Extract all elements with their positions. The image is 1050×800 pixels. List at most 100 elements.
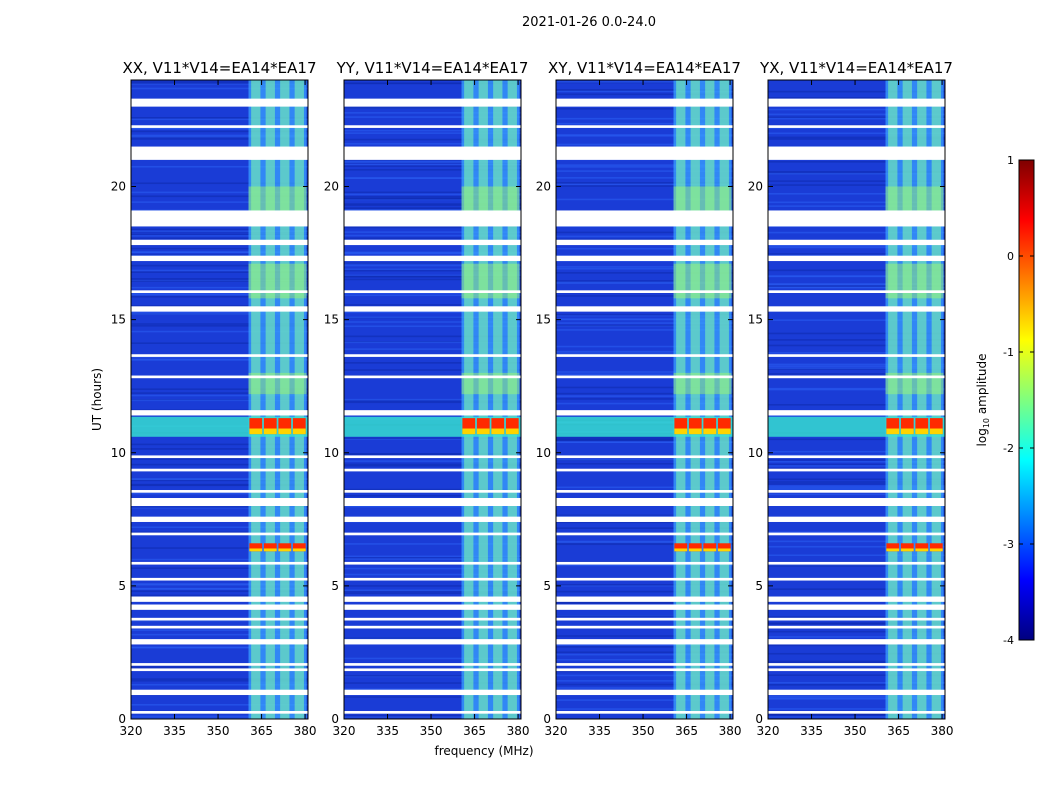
noise-row <box>768 132 945 135</box>
x-tick-label: 380 <box>719 724 742 738</box>
panel-title: XX, V11*V14=EA14*EA17 <box>122 59 316 77</box>
noise-row <box>344 107 521 109</box>
noise-row <box>768 285 945 287</box>
flagged-row <box>556 455 733 459</box>
flagged-row <box>131 306 308 312</box>
noise-row <box>768 488 945 490</box>
noise-row <box>556 386 733 389</box>
noise-row <box>344 106 521 108</box>
noise-row <box>131 666 308 668</box>
noise-row <box>768 662 945 664</box>
noise-row <box>768 90 945 93</box>
flagged-row <box>131 639 308 645</box>
flare-patch <box>688 543 702 552</box>
noise-row <box>768 540 945 543</box>
flagged-row <box>131 689 308 696</box>
noise-row <box>131 292 308 295</box>
colorbar-tick-label: -3 <box>1003 538 1014 551</box>
noise-row <box>768 684 945 686</box>
flare-core <box>886 548 900 552</box>
colorbar-tick-label: 0 <box>1007 250 1014 263</box>
y-tick-label: 20 <box>324 180 339 194</box>
noise-row <box>556 238 733 241</box>
flagged-row <box>556 146 733 160</box>
flagged-row <box>344 689 521 696</box>
flare-core <box>688 548 702 552</box>
flare-core <box>263 548 277 552</box>
flagged-row <box>344 239 521 246</box>
noise-row <box>344 682 521 684</box>
noise-row <box>556 395 733 397</box>
noise-row <box>556 564 733 567</box>
noise-row <box>344 82 521 85</box>
noise-row <box>768 630 945 633</box>
panel-title: YX, V11*V14=EA14*EA17 <box>759 59 953 77</box>
band-stripe <box>280 80 290 719</box>
noise-row <box>768 465 945 467</box>
panel-frame <box>343 79 522 720</box>
x-tick-label: 365 <box>463 724 486 738</box>
x-tick-label: 335 <box>376 724 399 738</box>
noise-row <box>344 274 521 277</box>
x-tick-label: 320 <box>120 724 143 738</box>
colorbar-tick-label: -2 <box>1003 442 1014 455</box>
noise-row <box>556 198 733 201</box>
noise-row <box>131 286 308 289</box>
noise-row <box>344 262 521 264</box>
flagged-row <box>556 516 733 522</box>
flagged-row <box>131 490 308 493</box>
noise-row <box>344 637 521 639</box>
noise-row <box>344 207 521 209</box>
flagged-row <box>344 455 521 459</box>
flagged-row <box>556 354 733 357</box>
noise-row <box>768 286 945 289</box>
flagged-row <box>556 125 733 128</box>
noise-row <box>768 161 945 163</box>
noise-row <box>344 464 521 467</box>
noise-row <box>131 209 308 212</box>
band-stripe <box>493 80 503 719</box>
noise-row <box>556 438 733 441</box>
noise-row <box>344 278 521 281</box>
y-tick-label: 10 <box>748 446 763 460</box>
noise-row <box>344 160 521 162</box>
flare-core <box>292 548 306 552</box>
noise-row <box>556 314 733 317</box>
noise-row <box>131 679 308 682</box>
noise-row <box>556 590 733 593</box>
flare-core <box>703 428 717 435</box>
band-patch <box>673 263 732 299</box>
noise-row <box>768 681 945 684</box>
band-stripe <box>676 80 686 719</box>
noise-row <box>131 356 308 358</box>
noise-row <box>344 675 521 677</box>
flagged-row <box>344 375 521 379</box>
flagged-row <box>344 490 521 493</box>
band-stripe <box>507 80 517 719</box>
noise-row <box>131 478 308 481</box>
noise-row <box>131 264 308 267</box>
noise-row <box>131 506 308 509</box>
flagged-row <box>344 354 521 357</box>
noise-row <box>131 87 308 90</box>
noise-row <box>556 392 733 395</box>
band-stripe <box>705 80 715 719</box>
band-patch <box>461 263 520 299</box>
x-tick-label: 380 <box>294 724 317 738</box>
noise-row <box>556 122 733 125</box>
flagged-row <box>131 125 308 128</box>
noise-row <box>344 112 521 114</box>
noise-row <box>768 414 945 417</box>
noise-row <box>768 180 945 182</box>
noise-row <box>344 193 521 196</box>
noise-row <box>344 573 521 576</box>
noise-row <box>556 322 733 324</box>
colorbar-label-main: log <box>975 428 989 446</box>
noise-row <box>131 325 308 327</box>
noise-row <box>131 82 308 84</box>
noise-row <box>344 399 521 402</box>
noise-row <box>131 251 308 253</box>
noise-row <box>556 527 733 529</box>
noise-row <box>131 399 308 402</box>
flare-core <box>703 548 717 552</box>
